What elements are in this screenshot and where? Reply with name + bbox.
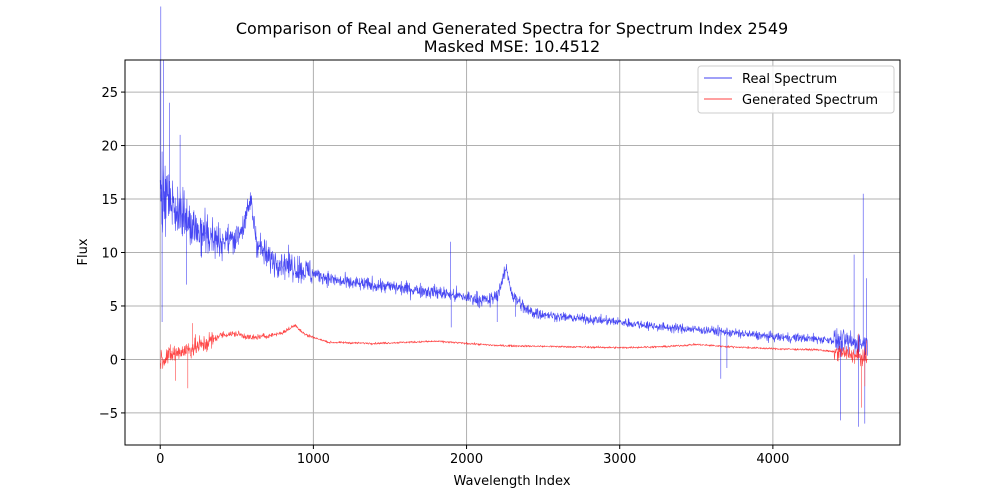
grid	[125, 60, 900, 445]
x-tick-label: 4000	[756, 452, 789, 467]
y-tick-label: 10	[101, 247, 118, 262]
x-tick-label: 3000	[603, 452, 636, 467]
chart-subtitle: Masked MSE: 10.4512	[424, 37, 600, 56]
legend-box	[697, 65, 895, 114]
x-tick-label: 2000	[450, 452, 483, 467]
legend-label-generated-spectrum: Generated Spectrum	[742, 93, 878, 108]
plot-area	[159, 6, 868, 427]
legend: Real Spectrum Generated Spectrum	[697, 65, 895, 114]
ticks: 0 1000 2000 3000 4000 −5 0 5 10 15 20 25	[99, 86, 790, 467]
x-axis-label: Wavelength Index	[453, 474, 570, 489]
y-tick-label: −5	[99, 407, 118, 422]
chart-title: Comparison of Real and Generated Spectra…	[236, 19, 788, 38]
y-tick-label: 0	[110, 353, 118, 368]
legend-label-real-spectrum: Real Spectrum	[742, 72, 837, 87]
series-line-generated-spectrum	[159, 323, 868, 408]
y-tick-label: 25	[101, 86, 118, 101]
y-tick-label: 5	[110, 300, 118, 315]
x-tick-label: 0	[156, 452, 164, 467]
y-tick-label: 20	[101, 140, 118, 155]
series-line-real-spectrum	[159, 6, 868, 427]
y-tick-label: 15	[101, 193, 118, 208]
y-axis-label: Flux	[76, 238, 91, 265]
x-tick-label: 1000	[297, 452, 330, 467]
